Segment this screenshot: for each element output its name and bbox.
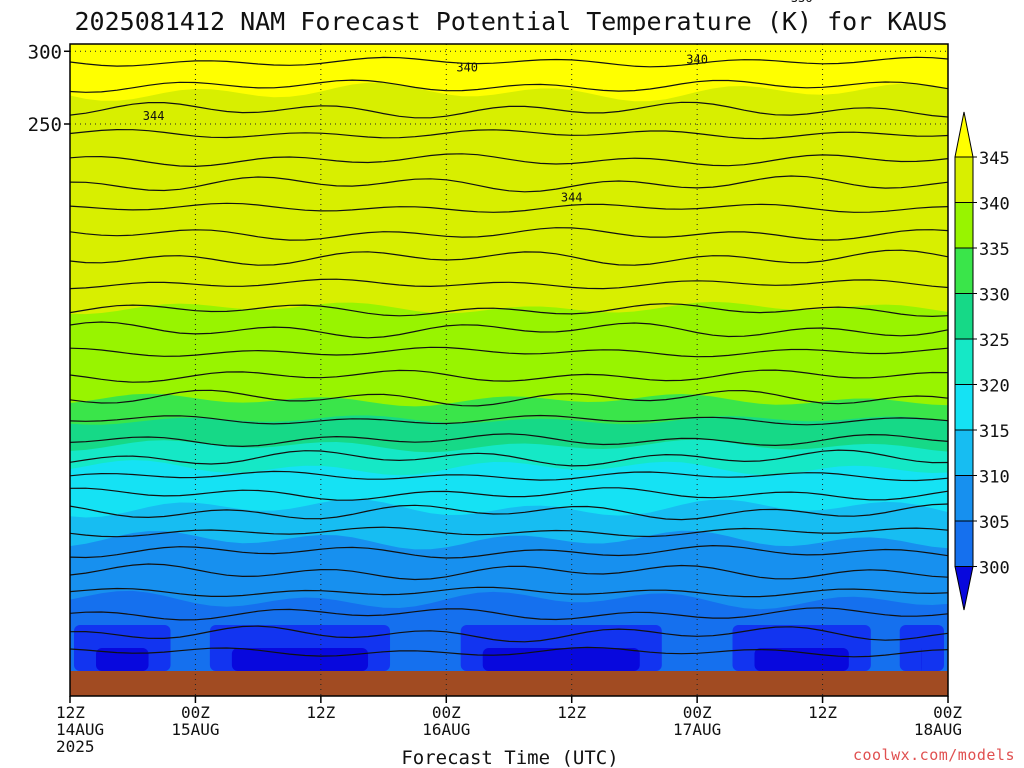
y-axis: 2503003504004505005506006507007508008509…	[28, 0, 70, 136]
colorbar: 345 340 335 330 325 320 315 310 305 300	[954, 111, 1010, 611]
contour-label: 340	[456, 61, 478, 75]
plot-area: 3443443403403363363363323323283283283243…	[69, 0, 949, 697]
credit-text: coolwx.com/models	[853, 746, 1015, 764]
colorbar-label: 310	[979, 468, 1010, 488]
x-tick-label: 16AUG	[422, 720, 470, 739]
colorbar-segment	[954, 156, 974, 203]
x-tick-label: 12Z	[557, 703, 586, 722]
colorbar-label: 300	[979, 559, 1010, 579]
contour-line	[69, 607, 949, 621]
contour-label: 344	[143, 109, 165, 123]
contour-line	[69, 526, 949, 538]
y-tick-label: 300	[28, 41, 62, 63]
colorbar-segment	[954, 475, 974, 522]
contour-line	[69, 369, 949, 383]
y-tick-label: 250	[28, 114, 62, 136]
colorbar-label: 305	[979, 513, 1010, 533]
colorbar-segment	[954, 293, 974, 340]
contour-line	[69, 202, 949, 213]
contour-labels: 3443443403403363363363323323283283283243…	[143, 0, 813, 204]
x-tick-label: 15AUG	[171, 720, 219, 739]
contour-line	[69, 303, 949, 318]
chart-title: 2025081412 NAM Forecast Potential Temper…	[75, 7, 948, 36]
low-theta-core	[482, 648, 640, 671]
x-tick-label: 12Z	[306, 703, 335, 722]
contour-line	[69, 153, 949, 168]
x-tick-label: 18AUG	[914, 720, 962, 739]
contour-line	[69, 433, 949, 448]
contour-line	[69, 503, 949, 521]
x-tick-label: 2025	[56, 737, 95, 756]
contour-line	[69, 346, 949, 358]
contour-line	[69, 586, 949, 598]
y-tick-label: 350	[28, 0, 62, 2]
plot-frame	[69, 43, 949, 697]
colorbar-label: 330	[979, 286, 1010, 306]
contour-line	[69, 544, 949, 559]
contour-line	[69, 249, 949, 266]
colorbar-segment	[954, 202, 974, 249]
x-tick-label: 00Z	[181, 703, 210, 722]
contour-line	[69, 278, 949, 290]
colorbar-segment	[954, 520, 974, 567]
contour-line	[69, 646, 949, 658]
x-axis-label: Forecast Time (UTC)	[401, 747, 618, 768]
contour-line	[69, 101, 949, 119]
boundary-layer-cells	[74, 625, 944, 671]
contour-line	[69, 321, 949, 339]
x-tick-label: 17AUG	[673, 720, 721, 739]
contour-line	[69, 625, 949, 643]
colorbar-top-arrow	[954, 111, 974, 158]
colorbar-label: 320	[979, 377, 1010, 397]
x-tick-label: 00Z	[683, 703, 712, 722]
contour-line	[69, 389, 949, 407]
low-theta-core	[754, 648, 849, 671]
colorbar-label: 325	[979, 331, 1010, 351]
contour-line	[69, 470, 949, 482]
low-theta-core	[231, 648, 369, 671]
colorbar-label: 340	[979, 195, 1010, 215]
colorbar-bottom-arrow	[954, 566, 974, 611]
x-tick-label: 12Z	[56, 703, 85, 722]
x-tick-label: 00Z	[432, 703, 461, 722]
contour-line	[69, 79, 949, 93]
colorbar-segment	[954, 247, 974, 294]
colorbar-segment	[954, 338, 974, 385]
colorbar-segment	[954, 384, 974, 431]
contour-line	[69, 128, 949, 140]
contour-line	[69, 487, 949, 501]
colorbar-label: 345	[979, 149, 1010, 169]
contour-line	[69, 175, 949, 193]
x-tick-label: 12Z	[808, 703, 837, 722]
contour-label: 336	[791, 0, 813, 5]
contour-line	[69, 449, 949, 467]
contour-lines	[69, 56, 949, 658]
contour-line	[69, 414, 949, 426]
x-tick-label: 14AUG	[56, 720, 104, 739]
colorbar-label: 315	[979, 422, 1010, 442]
x-tick-label: 00Z	[933, 703, 962, 722]
contour-label: 340	[686, 52, 708, 66]
ground-surface	[70, 671, 948, 696]
colorbar-label: 335	[979, 240, 1010, 260]
contour-label: 344	[561, 190, 583, 204]
contour-line	[69, 56, 949, 68]
contour-line	[69, 227, 949, 241]
contour-line	[69, 563, 949, 581]
colorbar-segment	[954, 429, 974, 476]
